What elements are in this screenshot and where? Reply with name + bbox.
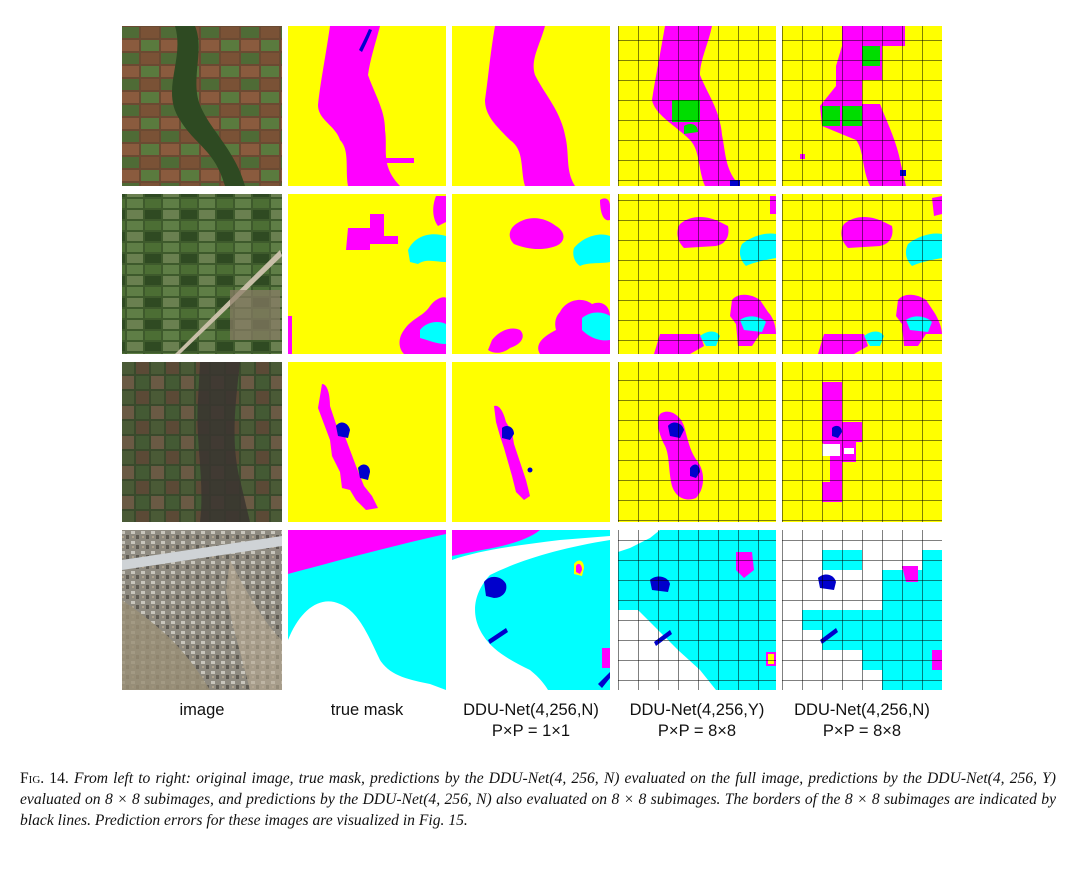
- row-3-pred-8x8-Y: [618, 362, 776, 522]
- row-2-pred-1x1: [452, 194, 610, 354]
- column-label-line2: P×P = 8×8: [822, 722, 902, 740]
- row-4: [122, 530, 942, 690]
- row-3-image: [122, 362, 282, 522]
- row-2-image: [122, 194, 282, 354]
- row-3-pred-1x1: [452, 362, 610, 522]
- column-label-line1: DDU-Net(4,256,N): [794, 701, 930, 719]
- row-4-pred-1x1: [452, 530, 610, 690]
- row-2-pred-8x8-Y: [618, 194, 776, 354]
- column-label-pred-8x8-N: DDU-Net(4,256,N) P×P = 8×8: [780, 700, 944, 742]
- row-1-true-mask: [288, 26, 446, 186]
- column-label-image: image: [120, 700, 284, 721]
- row-3: [122, 362, 942, 522]
- caption-text: From left to right: original image, true…: [20, 770, 1056, 829]
- column-label-line1: DDU-Net(4,256,N): [463, 701, 599, 719]
- figure-caption: Fig. 14. From left to right: original im…: [20, 768, 1056, 831]
- column-label-pred-1x1: DDU-Net(4,256,N) P×P = 1×1: [449, 700, 613, 742]
- row-1-pred-8x8-N: [782, 26, 942, 186]
- row-3-true-mask: [288, 362, 446, 522]
- row-2: [122, 194, 942, 354]
- row-1-pred-8x8-Y: [618, 26, 776, 186]
- row-2-pred-8x8-N: [782, 194, 942, 354]
- row-4-true-mask: [288, 530, 446, 690]
- figure-panel-grid: [122, 26, 942, 690]
- row-3-pred-8x8-N: [782, 362, 942, 522]
- row-4-pred-8x8-Y: [618, 530, 776, 690]
- column-label-line1: image: [179, 701, 225, 719]
- row-1-image: [122, 26, 282, 186]
- row-4-image: [122, 530, 282, 690]
- column-label-true-mask: true mask: [285, 700, 449, 721]
- column-label-line1: true mask: [330, 701, 404, 719]
- column-label-pred-8x8-Y: DDU-Net(4,256,Y) P×P = 8×8: [615, 700, 779, 742]
- column-label-line2: P×P = 8×8: [657, 722, 737, 740]
- row-1-pred-1x1: [452, 26, 610, 186]
- row-4-pred-8x8-N: [782, 530, 942, 690]
- column-label-line2: P×P = 1×1: [491, 722, 571, 740]
- row-2-true-mask: [288, 194, 446, 354]
- figure-number: Fig. 14.: [20, 770, 69, 787]
- row-1: [122, 26, 942, 186]
- column-label-line1: DDU-Net(4,256,Y): [629, 701, 765, 719]
